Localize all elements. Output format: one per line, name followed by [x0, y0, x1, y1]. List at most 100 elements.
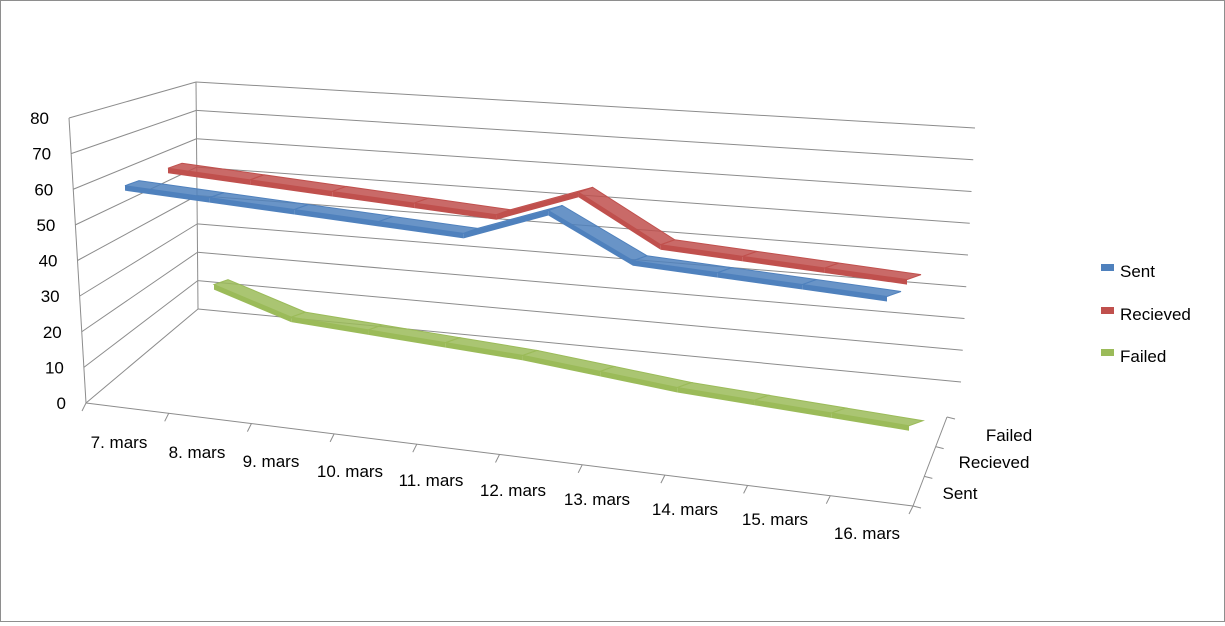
data-point-sent: [893, 295, 896, 298]
data-point-sent: [385, 220, 388, 223]
legend-swatch-failed: [1101, 349, 1114, 356]
series-ribbon-front-failed: [677, 387, 755, 406]
series-ribbon-front-recieved: [414, 203, 497, 220]
legend-label-recieved: Recieved: [1120, 305, 1191, 324]
series-ribbon-front-recieved: [660, 244, 743, 262]
y-tick-label: 40: [39, 252, 58, 271]
data-point-recieved: [174, 167, 177, 170]
data-point-recieved: [256, 178, 259, 181]
data-point-recieved: [338, 190, 341, 193]
series-ribbon-front-failed: [522, 355, 601, 377]
series-ribbon-front-failed: [445, 342, 523, 361]
data-point-recieved: [420, 202, 423, 205]
x-tick-label: 11. mars: [399, 471, 464, 490]
series-ribbon-front-sent: [379, 221, 464, 239]
data-point-failed: [915, 424, 918, 427]
left-wall-gridline: [85, 308, 199, 404]
series-ribbon-front-failed: [368, 329, 446, 348]
left-wall-gridline: [79, 223, 198, 297]
data-point-failed: [297, 316, 300, 319]
back-wall-gridline: [197, 280, 963, 351]
series-ribbon-front-sent: [633, 260, 718, 278]
x-tick-label: 13. mars: [564, 490, 630, 509]
back-wall-gridline: [197, 223, 967, 288]
y-tick-label: 70: [32, 145, 51, 164]
back-wall-gridline: [195, 81, 976, 129]
data-point-failed: [528, 354, 531, 357]
x-tick: [329, 433, 335, 443]
x-tick-label: 14. mars: [652, 500, 718, 519]
depth-tick: [946, 416, 956, 420]
depth-tick: [924, 475, 933, 479]
x-tick: [743, 485, 749, 494]
left-wall-gridline: [77, 195, 198, 261]
left-wall-gridline: [68, 81, 197, 119]
series-ribbon-front-sent: [717, 272, 803, 290]
back-wall-gridline: [196, 138, 972, 192]
series-ribbon-front-recieved: [824, 267, 907, 285]
y-tick-label: 80: [30, 109, 49, 128]
x-tick: [81, 402, 87, 412]
depth-tick-label: Recieved: [959, 453, 1030, 472]
data-point-failed: [837, 411, 840, 414]
left-wall-gridline: [83, 280, 199, 368]
y-tick-label: 30: [41, 287, 60, 306]
series-ribbon-front-failed: [600, 371, 678, 393]
data-point-recieved: [666, 243, 669, 246]
x-tick-label: 12. mars: [480, 481, 546, 500]
series-ribbon-front-failed: [214, 284, 292, 323]
data-point-failed: [683, 386, 686, 389]
x-tick-label: 15. mars: [742, 510, 808, 529]
x-tick: [577, 464, 583, 474]
x-tick: [246, 423, 252, 432]
left-wall-gridline: [81, 251, 198, 333]
series-ribbon-front-sent: [548, 210, 633, 266]
data-point-sent: [131, 184, 134, 187]
left-wall-gridline: [75, 166, 197, 226]
series-ribbon-front-recieved: [168, 168, 251, 185]
x-tick: [660, 474, 666, 484]
series-ribbon-front-recieved: [250, 179, 333, 197]
data-point-recieved: [913, 278, 916, 281]
legend-swatch-recieved: [1101, 307, 1114, 314]
series-ribbon-front-failed: [291, 317, 369, 335]
x-tick-label: 9. mars: [243, 452, 300, 471]
series-ribbon-front-sent: [802, 284, 887, 302]
depth-tick: [935, 446, 944, 450]
data-point-sent: [639, 259, 642, 262]
left-wall-gridline: [70, 109, 197, 155]
x-tick: [412, 443, 418, 453]
series-ribbon-front-sent: [463, 210, 549, 239]
data-point-sent: [808, 283, 811, 286]
data-point-failed: [606, 370, 609, 373]
data-point-sent: [300, 208, 303, 211]
x-tick: [908, 505, 914, 515]
data-point-sent: [469, 232, 472, 235]
y-tick-label: 10: [45, 358, 64, 377]
legend-label-failed: Failed: [1120, 347, 1166, 366]
legend-swatch-sent: [1101, 264, 1114, 271]
series-ribbon-front-sent: [294, 209, 379, 227]
data-point-sent: [215, 196, 218, 199]
series-ribbon-front-sent: [209, 197, 295, 215]
series-ribbon-front-failed: [754, 400, 832, 418]
x-tick-label: 8. mars: [169, 443, 226, 462]
data-point-failed: [760, 399, 763, 402]
x-tick-label: 7. mars: [91, 433, 148, 452]
data-point-recieved: [584, 191, 587, 194]
data-point-failed: [451, 341, 454, 344]
series-ribbon-top-recieved: [824, 262, 922, 281]
x-tick: [164, 413, 170, 422]
legend-label-sent: Sent: [1120, 262, 1155, 281]
back-wall-gridline: [197, 251, 965, 319]
series-ribbon-front-recieved: [742, 256, 825, 273]
data-point-recieved: [502, 213, 505, 216]
series-ribbon-front-sent: [125, 185, 210, 203]
x-tick-label: 10. mars: [317, 462, 383, 481]
x-tick: [825, 495, 831, 504]
data-point-failed: [220, 283, 223, 286]
back-wall-gridline: [196, 109, 974, 161]
series-ribbon-front-failed: [831, 412, 909, 431]
depth-tick: [912, 505, 922, 509]
